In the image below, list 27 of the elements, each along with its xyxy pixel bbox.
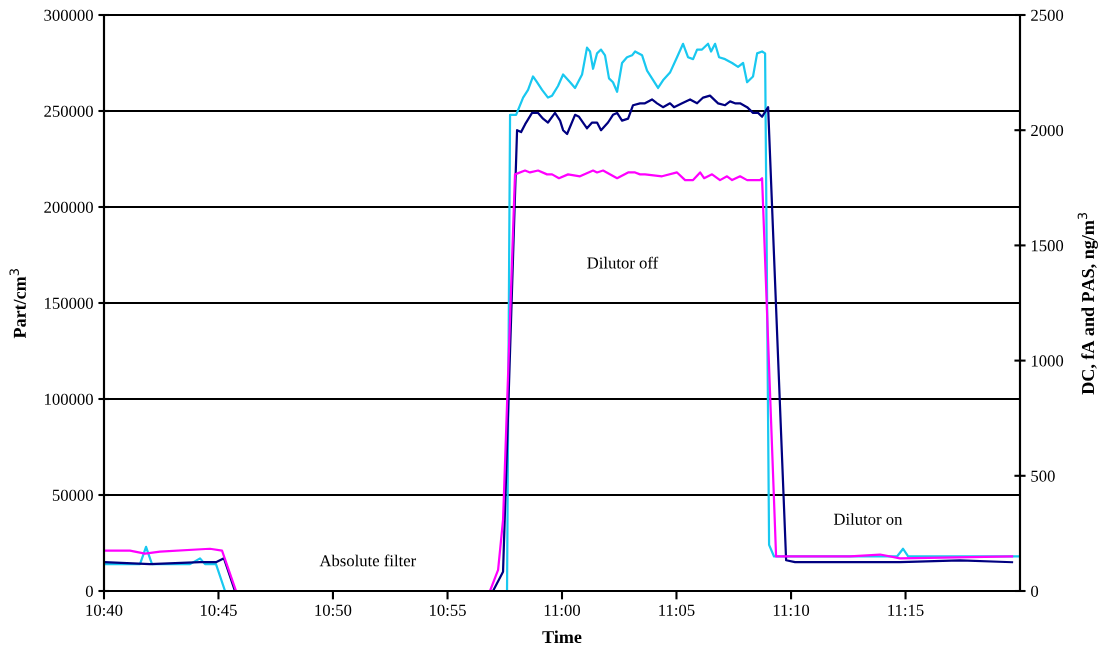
- y2-tick-label: 0: [1031, 585, 1039, 597]
- annotation: Dilutor off: [587, 256, 659, 269]
- x-tick-label: 10:40: [86, 604, 123, 616]
- y2-tick-label: 1500: [1031, 240, 1064, 252]
- x-tick-label: 10:45: [200, 604, 237, 616]
- annotation: Absolute filter: [319, 554, 417, 567]
- x-tick-label: 11:10: [773, 604, 810, 616]
- x-tick-label: 11:05: [659, 604, 695, 616]
- x-tick-label: 11:15: [888, 604, 924, 616]
- y2-tick-label: 1000: [1031, 355, 1064, 367]
- y-axis-title: Part/cm$^{3}$: [9, 269, 26, 339]
- y-tick-label: 250000: [44, 105, 93, 117]
- y2-tick-label: 2500: [1031, 9, 1064, 21]
- y-tick-label: 100000: [45, 393, 93, 405]
- y-tick-label: 300000: [44, 9, 93, 21]
- x-tick-label: 10:50: [315, 604, 352, 616]
- x-tick-label: 11:00: [544, 604, 581, 616]
- y2-axis-title: DC, fA and PAS, ng/m$^{3}$: [1077, 212, 1098, 395]
- y-tick-label: 150000: [45, 297, 93, 309]
- y-tick-label: 50000: [52, 489, 93, 501]
- x-tick-label: 10:55: [430, 604, 466, 616]
- x-axis-title: Time: [542, 630, 582, 644]
- y2-tick-label: 500: [1031, 470, 1055, 482]
- y-tick-label: 200000: [44, 201, 93, 213]
- annotation: Dilutor on: [833, 513, 903, 525]
- y2-tick-label: 2000: [1031, 124, 1064, 137]
- y-tick-label: 0: [85, 585, 93, 597]
